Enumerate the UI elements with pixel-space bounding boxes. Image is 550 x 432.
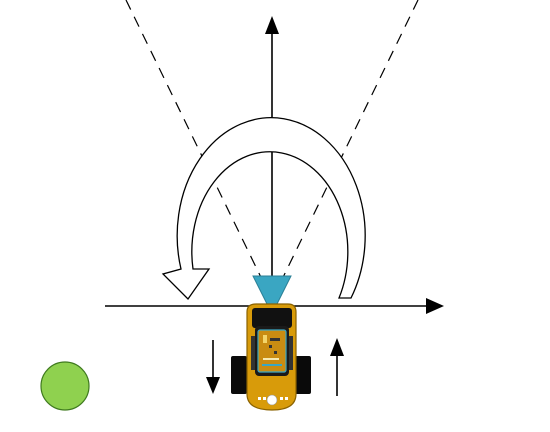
robot-top-view-icon [231,303,311,411]
rotation-arrow [161,117,366,301]
green-target-circle-icon [40,361,90,411]
horizontal-axis-arrowhead [426,298,444,314]
right-wheel-forward-arrowhead [330,338,344,356]
vertical-axis-arrowhead [265,16,279,34]
left-wheel-backward-arrowhead [206,377,220,394]
heading-triangle-icon [252,275,292,316]
